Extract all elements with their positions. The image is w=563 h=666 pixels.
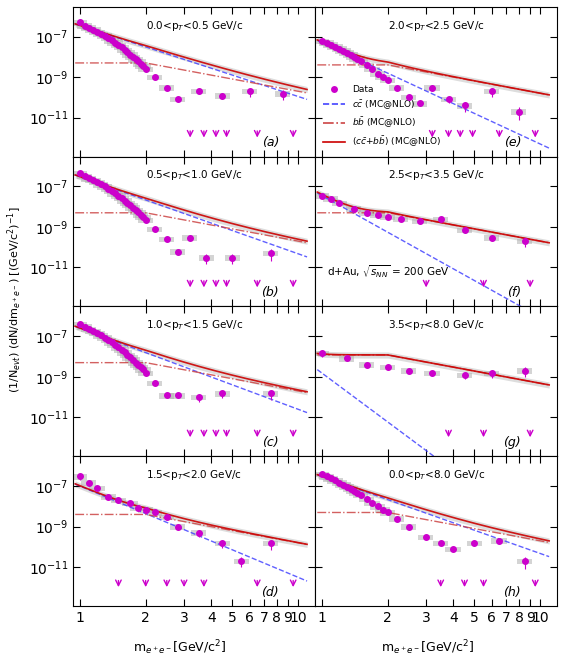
Text: 0.0<p$_T$<8.0 GeV/c: 0.0<p$_T$<8.0 GeV/c — [388, 468, 485, 482]
Text: 2.0<p$_T$<2.5 GeV/c: 2.0<p$_T$<2.5 GeV/c — [388, 19, 485, 33]
Text: d+Au, $\sqrt{s_{NN}}$ = 200 GeV: d+Au, $\sqrt{s_{NN}}$ = 200 GeV — [328, 264, 450, 280]
Text: m$_{e^+e^-}$[GeV/c$^2$]: m$_{e^+e^-}$[GeV/c$^2$] — [133, 639, 227, 657]
Text: 1.0<p$_T$<1.5 GeV/c: 1.0<p$_T$<1.5 GeV/c — [146, 318, 243, 332]
Legend: Data, $c\bar{c}$ (MC@NLO), $b\bar{b}$ (MC@NLO), ($c\bar{c}$+$b\bar{b}$) (MC@NLO): Data, $c\bar{c}$ (MC@NLO), $b\bar{b}$ (M… — [320, 82, 444, 152]
Text: (g): (g) — [503, 436, 521, 449]
Text: 1.5<p$_T$<2.0 GeV/c: 1.5<p$_T$<2.0 GeV/c — [146, 468, 242, 482]
Text: (1/N$_{evt}$) (dN/dm$_{e^+e^-}$) [(GeV/c$^2$)$^{-1}$]: (1/N$_{evt}$) (dN/dm$_{e^+e^-}$) [(GeV/c… — [6, 206, 24, 393]
Text: (h): (h) — [503, 585, 521, 599]
Text: (c): (c) — [262, 436, 279, 449]
Text: (b): (b) — [261, 286, 279, 299]
Text: 2.5<p$_T$<3.5 GeV/c: 2.5<p$_T$<3.5 GeV/c — [388, 168, 485, 182]
Text: m$_{e^+e^-}$[GeV/c$^2$]: m$_{e^+e^-}$[GeV/c$^2$] — [381, 639, 475, 657]
Text: (e): (e) — [503, 136, 521, 149]
Text: 0.5<p$_T$<1.0 GeV/c: 0.5<p$_T$<1.0 GeV/c — [146, 168, 243, 182]
Text: 0.0<p$_T$<0.5 GeV/c: 0.0<p$_T$<0.5 GeV/c — [146, 19, 243, 33]
Text: 3.5<p$_T$<8.0 GeV/c: 3.5<p$_T$<8.0 GeV/c — [388, 318, 485, 332]
Text: (f): (f) — [507, 286, 521, 299]
Text: (a): (a) — [262, 136, 279, 149]
Text: (d): (d) — [261, 585, 279, 599]
